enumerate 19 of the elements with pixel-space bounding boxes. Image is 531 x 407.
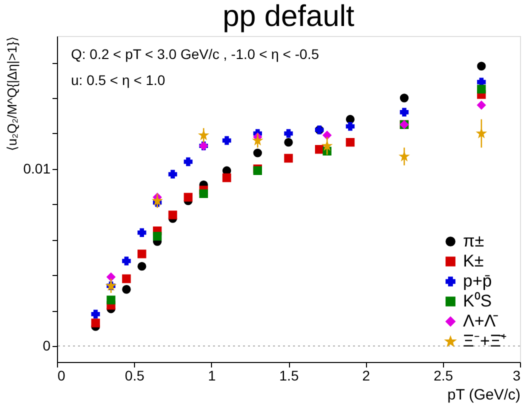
legend-label: K⁰S xyxy=(463,292,492,310)
legend-label: K± xyxy=(463,252,484,270)
annotation: Q: 0.2 < pT < 3.0 GeV/c , -1.0 < η < -0.5 xyxy=(71,46,320,62)
x-tick-label: 0 xyxy=(58,368,66,384)
x-axis-title: pT (GeV/c) xyxy=(447,386,520,404)
annotation: u: 0.5 < η < 1.0 xyxy=(71,72,166,88)
x-tick-label: 1.5 xyxy=(279,368,299,384)
legend-label: Ξ⁻+Ξ̄⁺ xyxy=(463,332,508,350)
legend-label: π± xyxy=(463,232,484,250)
x-tick-label: 2 xyxy=(362,368,370,384)
y-axis-title: ⟨u₂Q₂/M^Q{|Δη|>1}⟩ xyxy=(4,36,20,151)
legend-label: Λ+Λ̄ xyxy=(463,312,499,330)
x-tick-label: 1 xyxy=(208,368,216,384)
x-tick-label: 2.5 xyxy=(434,368,454,384)
chart-title: pp default xyxy=(222,0,356,33)
x-tick-label: 0.5 xyxy=(124,368,145,384)
legend-label: p+p̄ xyxy=(463,272,492,290)
y-tick-label: 0.01 xyxy=(23,160,51,176)
x-tick-label: 3 xyxy=(512,368,521,384)
